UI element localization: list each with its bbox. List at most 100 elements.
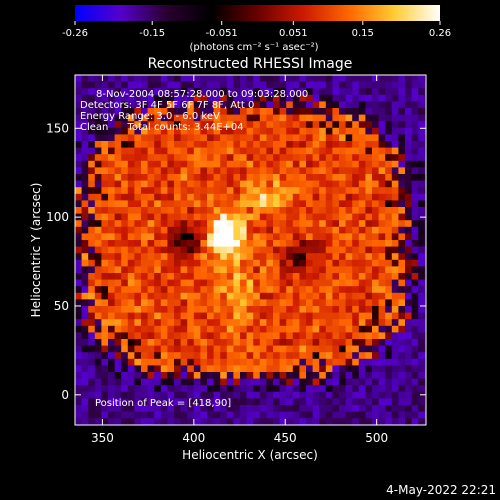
heatmap-cell: [200, 279, 208, 287]
heatmap-cell: [286, 358, 294, 366]
heatmap-cell: [299, 332, 307, 340]
heatmap-cell: [174, 200, 182, 208]
heatmap-cell: [378, 411, 386, 419]
heatmap-cell: [259, 134, 267, 142]
heatmap-cell: [378, 405, 386, 413]
heatmap-cell: [352, 101, 360, 109]
heatmap-cell: [273, 160, 281, 168]
heatmap-cell: [424, 114, 426, 122]
heatmap-cell: [286, 253, 294, 261]
heatmap-cell: [213, 385, 221, 393]
heatmap-cell: [299, 365, 307, 373]
heatmap-cell: [398, 187, 406, 195]
heatmap-cell: [94, 114, 102, 122]
heatmap-cell: [325, 167, 333, 175]
heatmap-cell: [306, 233, 314, 241]
colorbar-tick-label: -0.051: [206, 28, 238, 39]
heatmap-cell: [213, 160, 221, 168]
heatmap-cell: [332, 167, 340, 175]
heatmap-cell: [81, 292, 89, 300]
heatmap-cell: [154, 81, 162, 89]
heatmap-cell: [233, 75, 241, 83]
heatmap-cell: [101, 114, 109, 122]
heatmap-cell: [233, 319, 241, 327]
heatmap-cell: [193, 253, 201, 261]
heatmap-cell: [246, 253, 254, 261]
heatmap-cell: [319, 312, 327, 320]
heatmap-cell: [312, 94, 320, 102]
heatmap-cell: [134, 213, 142, 221]
heatmap-cell: [378, 226, 386, 234]
heatmap-cell: [94, 365, 102, 373]
heatmap-cell: [121, 108, 129, 116]
heatmap-cell: [365, 306, 373, 314]
heatmap-cell: [174, 378, 182, 386]
heatmap-cell: [391, 424, 399, 425]
heatmap-cell: [154, 114, 162, 122]
heatmap-cell: [385, 279, 393, 287]
heatmap-cell: [352, 411, 360, 419]
heatmap-cell: [200, 299, 208, 307]
heatmap-cell: [154, 358, 162, 366]
heatmap-cell: [286, 160, 294, 168]
heatmap-cell: [141, 259, 149, 267]
heatmap-cell: [207, 306, 215, 314]
heatmap-cell: [207, 141, 215, 149]
heatmap-cell: [246, 193, 254, 201]
heatmap-cell: [372, 332, 380, 340]
heatmap-cell: [187, 312, 195, 320]
heatmap-cell: [405, 101, 413, 109]
heatmap-cell: [121, 246, 129, 254]
heatmap-cell: [240, 339, 248, 347]
heatmap-cell: [325, 312, 333, 320]
heatmap-cell: [207, 240, 215, 248]
heatmap-cell: [424, 207, 426, 215]
heatmap-cell: [147, 160, 155, 168]
heatmap-cell: [134, 411, 142, 419]
heatmap-cell: [411, 108, 419, 116]
heatmap-cell: [160, 240, 168, 248]
heatmap-cell: [266, 372, 274, 380]
heatmap-cell: [207, 358, 215, 366]
heatmap-cell: [325, 299, 333, 307]
heatmap-cell: [292, 273, 300, 281]
heatmap-cell: [160, 253, 168, 261]
heatmap-cell: [154, 240, 162, 248]
heatmap-cell: [339, 213, 347, 221]
heatmap-cell: [108, 391, 116, 399]
heatmap-cell: [398, 292, 406, 300]
heatmap-cell: [108, 88, 116, 96]
heatmap-cell: [411, 81, 419, 89]
heatmap-cell: [405, 259, 413, 267]
heatmap-cell: [292, 240, 300, 248]
heatmap-cell: [325, 213, 333, 221]
heatmap-cell: [358, 385, 366, 393]
heatmap-cell: [424, 345, 426, 353]
heatmap-cell: [372, 299, 380, 307]
heatmap-cell: [167, 306, 175, 314]
heatmap-cell: [398, 220, 406, 228]
heatmap-cell: [372, 418, 380, 425]
heatmap-cell: [207, 213, 215, 221]
heatmap-cell: [332, 213, 340, 221]
heatmap-cell: [187, 147, 195, 155]
heatmap-cell: [180, 319, 188, 327]
heatmap-cell: [180, 345, 188, 353]
heatmap-cell: [378, 306, 386, 314]
heatmap-cell: [127, 121, 135, 129]
heatmap-cell: [259, 266, 267, 274]
heatmap-cell: [174, 108, 182, 116]
heatmap-cell: [339, 75, 347, 83]
heatmap-cell: [411, 411, 419, 419]
heatmap-cell: [266, 88, 274, 96]
heatmap-cell: [372, 174, 380, 182]
heatmap-cell: [220, 286, 228, 294]
heatmap-cell: [411, 365, 419, 373]
heatmap-cell: [332, 372, 340, 380]
heatmap-cell: [259, 101, 267, 109]
heatmap-cell: [325, 220, 333, 228]
heatmap-cell: [246, 220, 254, 228]
heatmap-cell: [332, 226, 340, 234]
